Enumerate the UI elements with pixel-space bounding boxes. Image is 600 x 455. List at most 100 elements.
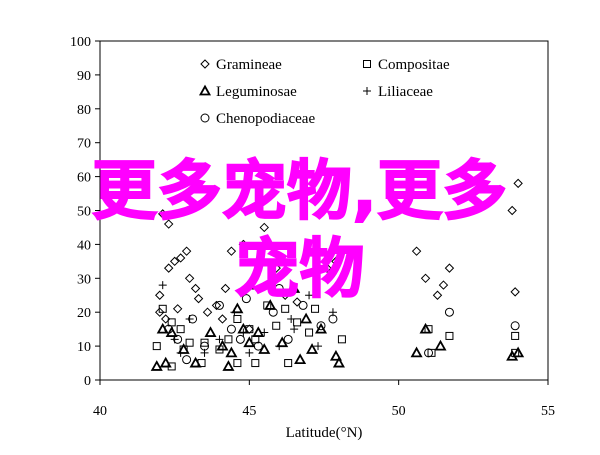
watermark-overlay-line-1: 更多宠物,更多 <box>91 155 508 229</box>
gramineae-point <box>292 297 302 307</box>
gramineae-point <box>217 314 228 324</box>
liliaceae-point <box>287 314 296 323</box>
x-tick-label: 40 <box>93 404 107 419</box>
compositae-point <box>511 331 520 340</box>
y-tick-label: 40 <box>77 238 91 253</box>
x-axis-label: Latitude(°N) <box>286 425 363 441</box>
gramineae-point <box>226 246 237 256</box>
leguminosae-point <box>314 322 328 334</box>
compositae-point <box>284 359 293 368</box>
leguminosae-point <box>243 278 256 290</box>
leguminosae-point <box>243 336 256 348</box>
y-tick-label: 80 <box>77 103 91 118</box>
chenopodiaceae-point <box>241 294 251 304</box>
leguminosae-point <box>222 360 235 371</box>
chenopodiaceae-point <box>268 307 278 317</box>
gramineae-point <box>158 209 168 219</box>
leguminosae-point <box>159 356 172 368</box>
compositae-point <box>305 328 314 337</box>
y-tick-label: 30 <box>77 272 91 287</box>
chenopodiaceae-point <box>200 341 210 351</box>
compositae-point <box>311 304 320 313</box>
gramineae-point <box>169 256 180 267</box>
gramineae-point <box>175 253 186 263</box>
gramineae-point <box>238 239 249 250</box>
x-tick-label: 45 <box>242 404 256 419</box>
compositae-point <box>445 331 454 340</box>
y-tick-label: 10 <box>77 340 91 355</box>
chenopodiaceae-point <box>226 324 236 334</box>
gramineae-point <box>513 178 523 189</box>
gramineae-point <box>211 300 222 311</box>
gramineae-point <box>331 256 341 267</box>
compositae-point <box>233 359 242 368</box>
chenopodiaceae-point <box>274 283 284 293</box>
legend-label-gramineae: Gramineae <box>216 57 282 73</box>
x-tick-label: 55 <box>541 404 555 419</box>
compositae-point <box>200 338 209 347</box>
compositae-point <box>152 342 161 351</box>
chenopodiaceae-point <box>188 314 198 324</box>
legend-marker-leguminosae <box>198 84 212 96</box>
y-tick-label: 90 <box>77 69 91 84</box>
leguminosae-point <box>300 312 313 324</box>
x-tick-label: 50 <box>392 404 406 419</box>
legend-label-leguminosae: Leguminosae <box>216 84 297 100</box>
chenopodiaceae-point <box>444 307 454 317</box>
legend-label-compositae: Compositae <box>378 57 450 73</box>
gramineae-point <box>510 287 520 297</box>
gramineae-point <box>280 290 290 300</box>
leguminosae-point <box>294 353 307 365</box>
gramineae-point <box>155 290 165 300</box>
watermark-overlay-line-2: 宠物 <box>234 233 365 307</box>
chenopodiaceae-point <box>316 321 326 331</box>
liliaceae-point <box>245 348 254 357</box>
compositae-point <box>272 321 281 330</box>
legend-marker-gramineae <box>200 59 210 69</box>
chenopodiaceae-point <box>182 355 192 365</box>
gramineae-point <box>322 263 332 273</box>
leguminosae-point <box>204 326 217 337</box>
gramineae-point <box>420 273 431 284</box>
gramineae-point <box>163 263 174 273</box>
gramineae-point <box>259 222 269 233</box>
y-tick-label: 70 <box>77 137 91 152</box>
y-tick-label: 0 <box>84 374 91 389</box>
legend-marker-chenopodiaceae <box>200 113 210 123</box>
leguminosae-point <box>434 339 447 351</box>
compositae-point <box>176 325 185 334</box>
gramineae-point <box>271 263 281 273</box>
liliaceae-point <box>314 342 323 351</box>
y-tick-label: 60 <box>77 171 91 186</box>
liliaceae-point <box>176 348 185 357</box>
y-tick-label: 50 <box>77 205 91 220</box>
chenopodiaceae-point <box>328 314 338 324</box>
chenopodiaceae-point <box>510 321 520 331</box>
liliaceae-point <box>239 328 248 337</box>
gramineae-point <box>172 304 183 314</box>
liliaceae-point <box>305 291 314 300</box>
compositae-point <box>251 359 260 368</box>
leguminosae-point <box>258 343 271 354</box>
gramineae-point <box>163 219 174 229</box>
chenopodiaceae-point <box>253 341 263 351</box>
leguminosae-point <box>512 346 525 358</box>
leguminosae-point <box>216 339 229 351</box>
compositae-point <box>158 304 167 313</box>
leguminosae-point <box>410 346 423 358</box>
chenopodiaceae-point <box>235 334 245 344</box>
chenopodiaceae-point <box>298 300 308 310</box>
leguminosae-point <box>419 322 432 334</box>
chenopodiaceae-point <box>424 348 434 358</box>
data-points <box>150 178 525 371</box>
legend-marker-liliaceae <box>363 87 371 95</box>
gramineae-point <box>202 307 213 317</box>
x-axis: 40 45 50 55 <box>93 380 555 419</box>
leguminosae-point <box>225 346 238 358</box>
gramineae-point <box>155 307 165 317</box>
compositae-point <box>337 335 346 344</box>
liliaceae-point <box>260 328 269 337</box>
compositae-point <box>281 304 290 313</box>
gramineae-point <box>181 246 192 256</box>
gramineae-point <box>411 246 422 256</box>
